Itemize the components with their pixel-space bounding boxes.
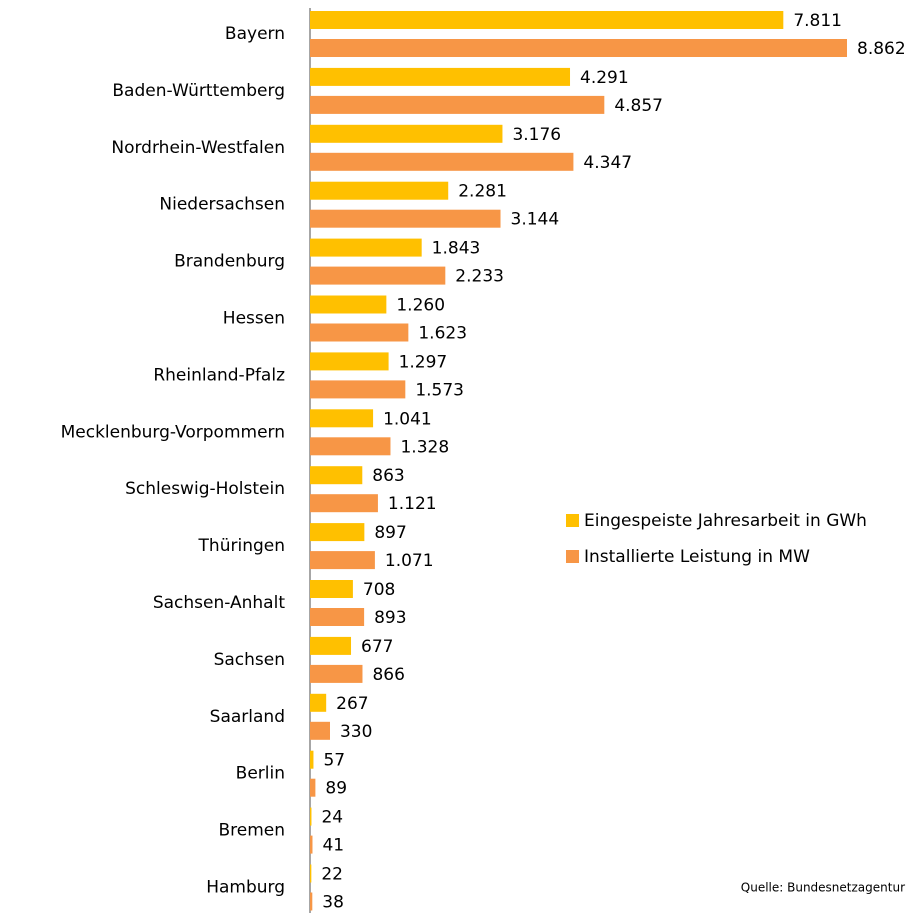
bar [310,152,574,171]
value-label: 2.281 [458,182,507,202]
value-label: 4.291 [580,68,629,88]
bar [310,437,391,456]
value-label: 708 [363,580,395,600]
category-label: Baden-Württemberg [112,81,285,101]
value-label: 3.176 [512,125,561,145]
value-label: 893 [374,608,406,628]
category-label: Hessen [223,309,285,329]
bar [310,95,605,114]
bar [310,636,352,655]
bar [310,323,409,342]
value-label: 2.233 [455,267,504,287]
legend-swatch [566,514,579,527]
bar [310,295,387,314]
category-label: Brandenburg [174,252,285,272]
bar [310,124,503,143]
bar [310,266,446,285]
value-label: 7.811 [793,11,842,31]
category-label: Sachsen-Anhalt [153,593,285,613]
category-label: Saarland [210,707,285,727]
bar [310,750,314,769]
value-label: 677 [361,637,393,657]
source-note: Quelle: Bundesnetzagentur [741,881,905,895]
value-label: 267 [336,694,368,714]
bar [310,523,365,542]
category-label: Mecklenburg-Vorpommern [61,422,285,442]
value-label: 897 [374,523,406,543]
value-label: 1.260 [396,296,445,316]
legend-label: Installierte Leistung in MW [584,547,810,567]
value-label: 1.623 [418,324,467,344]
category-label: Bayern [225,24,285,44]
bar [310,864,312,883]
bar [310,608,365,626]
value-label: 863 [372,466,404,486]
value-label: 22 [321,865,343,885]
value-label: 3.144 [511,210,560,230]
bar [310,721,330,740]
value-label: 4.347 [583,153,632,173]
bar [310,693,327,712]
bar [310,807,312,826]
value-label: 1.297 [399,352,448,372]
category-label: Berlin [236,764,285,784]
bar [310,664,363,683]
category-label: Rheinland-Pfalz [153,365,285,385]
bar [310,494,378,513]
bar [310,466,363,485]
legend-swatch [566,550,579,563]
legend-label: Eingespeiste Jahresarbeit in GWh [584,511,867,531]
bar [310,209,501,228]
category-label: Niedersachsen [159,195,285,215]
category-label: Thüringen [198,536,285,556]
bar [310,67,571,86]
value-label: 1.573 [415,380,464,400]
value-label: 24 [321,808,343,828]
bar [310,551,375,570]
bar [310,892,313,911]
category-label: Bremen [218,821,285,841]
bar [310,352,389,371]
bar [310,380,406,399]
bar [310,39,847,57]
bar [310,181,449,200]
value-label: 57 [323,751,345,771]
value-label: 1.071 [385,551,434,571]
category-label: Hamburg [206,878,285,898]
bar [310,835,313,854]
value-label: 8.862 [857,39,906,59]
value-label: 38 [322,893,344,913]
value-label: 866 [372,665,404,685]
bar [310,580,353,598]
value-label: 1.041 [383,409,432,429]
bar [310,11,784,29]
value-label: 1.121 [388,494,437,514]
value-label: 41 [322,836,344,856]
bar [310,409,374,428]
value-label: 330 [340,722,372,742]
bar [310,238,422,257]
category-label: Nordrhein-Westfalen [111,138,285,158]
value-label: 1.328 [400,437,449,457]
value-label: 4.857 [614,96,663,116]
category-label: Schleswig-Holstein [125,479,285,499]
value-label: 1.843 [432,239,481,259]
bar [310,778,316,797]
value-label: 89 [325,779,347,799]
category-label: Sachsen [214,650,285,670]
